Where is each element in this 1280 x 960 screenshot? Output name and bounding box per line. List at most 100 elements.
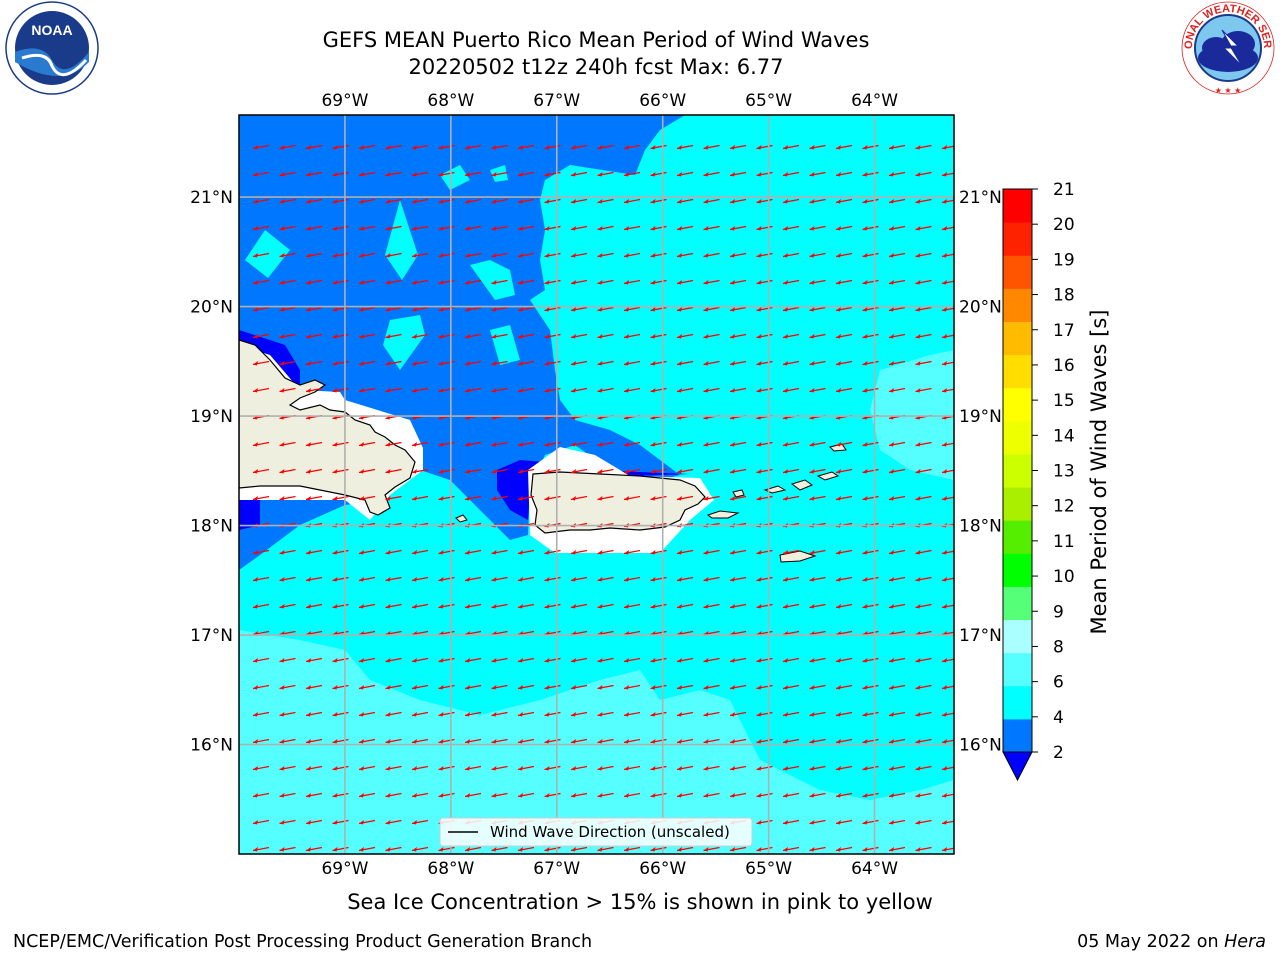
- wind-wave-arrow: [703, 252, 720, 258]
- lat-tick-label: 17°N: [959, 626, 1002, 646]
- colorbar-tick-label: 11: [1053, 532, 1075, 552]
- wind-wave-arrow: [491, 333, 508, 339]
- wind-wave-arrow: [332, 468, 349, 474]
- wind-wave-arrow: [862, 198, 879, 204]
- wind-wave-arrow: [517, 738, 535, 744]
- wind-wave-arrow: [464, 468, 482, 474]
- wind-wave-arrow: [676, 846, 694, 852]
- wind-wave-arrow: [279, 603, 296, 609]
- wind-wave-arrow: [252, 765, 270, 771]
- wind-wave-arrow: [438, 846, 455, 852]
- wind-wave-arrow: [623, 468, 641, 474]
- colorbar-tick-label: 9: [1053, 602, 1064, 622]
- wind-wave-arrow: [623, 495, 641, 501]
- wind-wave-arrow: [305, 252, 323, 258]
- wind-wave-arrow: [915, 495, 932, 501]
- wind-wave-arrow: [623, 657, 641, 663]
- wind-wave-arrow: [252, 333, 270, 339]
- wind-wave-arrow: [358, 495, 376, 501]
- wind-wave-arrow: [756, 819, 773, 825]
- wind-wave-arrow: [835, 333, 853, 339]
- wind-wave-arrow: [915, 711, 932, 717]
- wind-wave-arrow: [888, 333, 906, 339]
- wind-wave-arrow: [676, 657, 694, 663]
- wind-wave-arrow: [623, 765, 641, 771]
- wind-wave-arrow: [597, 468, 614, 474]
- wind-wave-arrow: [544, 765, 561, 771]
- wind-wave-arrow: [835, 576, 853, 582]
- wind-wave-arrow: [570, 225, 588, 231]
- wind-wave-arrow: [597, 171, 614, 177]
- wind-wave-arrow: [756, 711, 773, 717]
- wind-wave-arrow: [809, 738, 826, 744]
- wind-wave-arrow: [491, 225, 508, 231]
- lat-tick-label: 20°N: [190, 298, 233, 318]
- wind-wave-arrow: [305, 711, 323, 717]
- wind-wave-arrow: [464, 225, 482, 231]
- map-area: [239, 115, 954, 854]
- wind-wave-arrow: [809, 306, 826, 312]
- wind-wave-arrow: [782, 306, 800, 312]
- colorbar-segment: [1003, 487, 1032, 521]
- wind-wave-arrow: [544, 738, 561, 744]
- wind-wave-arrow: [623, 603, 641, 609]
- wind-wave-arrow: [332, 333, 349, 339]
- wind-wave-arrow: [862, 792, 879, 798]
- wind-wave-arrow: [305, 846, 323, 852]
- wind-wave-arrow: [305, 684, 323, 690]
- wind-wave-arrow: [809, 198, 826, 204]
- wind-wave-arrow: [438, 792, 455, 798]
- colorbar-tick-label: 12: [1053, 497, 1075, 517]
- wind-wave-arrow: [676, 279, 694, 285]
- wind-wave-arrow: [438, 441, 455, 447]
- land-st-croix: [779, 550, 817, 563]
- colorbar-segment: [1003, 189, 1032, 223]
- wind-wave-arrow: [782, 549, 800, 555]
- wind-wave-arrow: [835, 495, 853, 501]
- wind-wave-arrow: [358, 846, 376, 852]
- wind-wave-arrow: [888, 198, 906, 204]
- wind-wave-arrow: [279, 684, 296, 690]
- colorbar: 21 20 19 18 17 16 15 14 13 12 11 10 9 8 6 4 2: [1002, 180, 1075, 782]
- wind-wave-arrow: [888, 360, 906, 366]
- chart-subtitle: 20220502 t12z 240h fcst Max: 6.77: [408, 55, 784, 79]
- wind-wave-arrow: [782, 387, 800, 393]
- wind-wave-arrow: [888, 792, 906, 798]
- wind-wave-arrow: [888, 657, 906, 663]
- wind-wave-arrow: [464, 252, 482, 258]
- wind-wave-arrow: [676, 225, 694, 231]
- wind-wave-arrow: [729, 549, 747, 555]
- wind-wave-arrow: [411, 495, 429, 501]
- wind-wave-arrow: [888, 576, 906, 582]
- wind-wave-arrow: [703, 279, 720, 285]
- wind-wave-arrow: [385, 495, 402, 501]
- wind-wave-arrow: [597, 549, 614, 555]
- wind-wave-arrow: [358, 819, 376, 825]
- wind-wave-arrow: [491, 711, 508, 717]
- wind-wave-arrow: [464, 306, 482, 312]
- wind-wave-arrow: [941, 172, 954, 177]
- wind-wave-arrow: [358, 279, 376, 285]
- wind-wave-arrow: [623, 792, 641, 798]
- wind-wave-arrow: [385, 603, 402, 609]
- lon-tick-label: 69°W: [321, 91, 368, 111]
- wind-wave-arrow: [888, 468, 906, 474]
- wind-wave-arrow: [358, 171, 376, 177]
- wind-wave-arrow: [438, 279, 455, 285]
- wind-wave-arrow: [385, 738, 402, 744]
- wind-wave-arrow: [862, 684, 879, 690]
- wind-wave-arrow: [623, 441, 641, 447]
- wind-wave-arrow: [650, 225, 667, 231]
- wind-wave-arrow: [597, 684, 614, 690]
- wind-wave-arrow: [358, 738, 376, 744]
- wind-wave-arrow: [915, 603, 932, 609]
- wind-wave-arrow: [862, 468, 879, 474]
- svg-text:★ ★ ★: ★ ★ ★: [1215, 86, 1242, 95]
- wind-wave-arrow: [491, 252, 508, 258]
- wind-wave-arrow: [835, 306, 853, 312]
- wind-wave-arrow: [464, 576, 482, 582]
- wind-wave-arrow: [517, 252, 535, 258]
- wind-wave-arrow: [703, 603, 720, 609]
- wind-wave-arrow: [941, 361, 954, 366]
- wind-wave-arrow: [809, 225, 826, 231]
